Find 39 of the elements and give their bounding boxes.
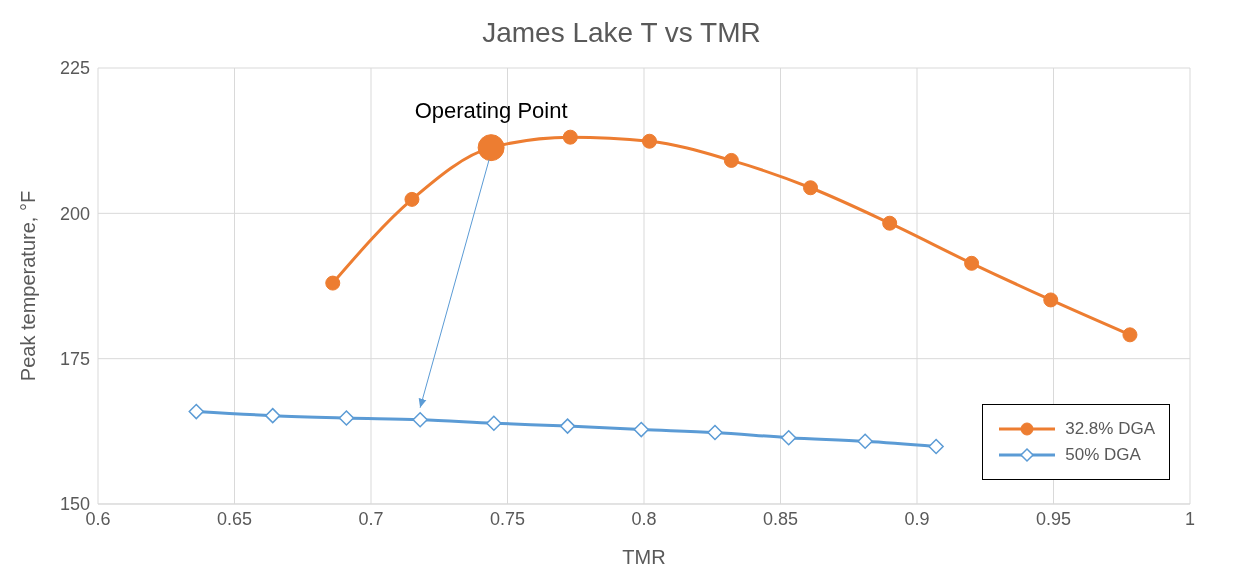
annotation: Operating Point (414, 97, 568, 123)
x-axis-title: TMR (622, 546, 666, 568)
point (803, 180, 819, 196)
y-tick-label: 175 (59, 349, 90, 370)
x-tick-label: 1 (1184, 508, 1196, 529)
x-tick-label: 0.95 (1035, 508, 1072, 529)
point (857, 433, 873, 449)
point (641, 133, 657, 149)
x-tick-label: 0.8 (631, 508, 657, 529)
point (1043, 292, 1059, 308)
x-tick-label: 0.65 (216, 508, 253, 529)
point (882, 215, 898, 231)
point (338, 410, 355, 426)
point (723, 152, 739, 168)
point (477, 134, 505, 162)
legend-label: 32.8% DGA (1065, 419, 1155, 439)
x-tick-label: 0.85 (762, 508, 799, 529)
point (1122, 327, 1138, 343)
point (780, 429, 797, 446)
point (964, 255, 980, 271)
point (412, 411, 428, 428)
point (562, 129, 578, 145)
point (559, 418, 576, 434)
x-tick-label: 0.7 (358, 508, 384, 529)
legend-label: 50% DGA (1065, 445, 1141, 465)
point (486, 415, 502, 431)
point (928, 438, 944, 455)
chart-title: James Lake T vs TMR (481, 16, 762, 50)
point (188, 403, 205, 420)
x-tick-label: 0.75 (489, 508, 526, 529)
point (264, 407, 281, 424)
point (633, 421, 650, 438)
point (404, 191, 420, 207)
point (325, 275, 341, 291)
y-axis-title: Peak temperature, °F (17, 190, 40, 382)
y-tick-label: 225 (59, 58, 90, 79)
point (707, 424, 723, 441)
x-tick-label: 0.9 (904, 508, 930, 529)
y-tick-label: 200 (59, 203, 90, 224)
